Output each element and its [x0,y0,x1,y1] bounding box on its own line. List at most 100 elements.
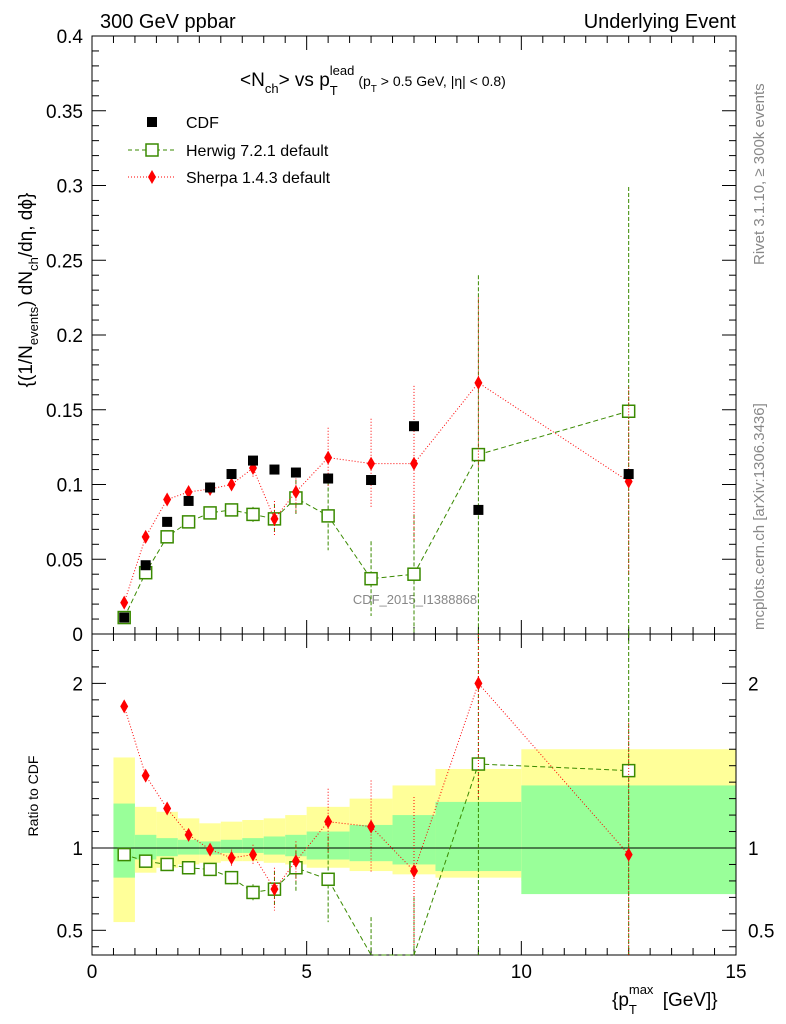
band-green [177,839,200,855]
ratio-uncertainty-bands [113,749,736,923]
ratio-herwig-point [224,870,239,885]
ratio-sherpa-point [141,768,150,783]
title-main: <N [240,70,265,91]
title-sub2: T [330,83,338,98]
title-cuts-sub: T [371,84,377,95]
band-green [435,801,522,872]
sherpa-point [120,595,129,610]
y-tick-label: 0.25 [46,251,83,272]
cdf-point [269,464,280,475]
legend-sherpa-label: Sherpa 1.4.3 default [186,170,331,187]
ratio-y-axis-label: Ratio to CDF [25,756,41,837]
title-mid: > vs p [279,70,330,91]
herwig-point [224,503,239,517]
herwig-point [364,571,378,586]
herwig-point [181,515,196,529]
ratio-sherpa-point [324,814,333,829]
cdf-point [162,516,173,527]
legend: CDF Herwig 7.2.1 default Sherpa 1.4.3 de… [128,115,331,187]
cdf-point [623,469,634,480]
sherpa-point [270,511,279,526]
cdf-point [473,504,484,515]
sherpa-point [227,477,236,492]
sherpa-point [474,375,483,390]
ratio-y-tick-label-right: 2 [748,674,759,695]
legend-herwig-marker [145,143,159,157]
x-tick-label: 0 [87,962,98,983]
plot-title: <Nch> vs pTlead(pT > 0.5 GeV, |η| < 0.8) [240,63,506,98]
header-right-label: Underlying Event [584,11,737,33]
band-green [156,838,178,857]
sherpa-point [141,529,150,544]
ratio-y-tick-label-right: 0.5 [748,921,774,942]
svg-text:{pTmax [GeV]}: {pTmax [GeV]} [612,982,718,1017]
cdf-point [366,475,377,486]
cdf-point [226,469,237,480]
ratio-herwig-point [203,862,217,877]
axis-ticks [91,35,737,955]
ratio-herwig-point [321,872,335,887]
x-tick-label: 15 [725,962,746,983]
cdf-point [140,560,151,571]
ratio-sherpa-point [163,801,172,816]
ratio-sherpa-line [123,682,630,891]
title-sup2: lead [330,63,355,78]
sherpa-point [367,456,376,471]
legend-cdf-marker [147,117,157,127]
herwig-point [321,509,335,523]
ratio-sherpa-point [410,864,418,879]
ratio-y-tick-label-left: 1 [72,839,83,860]
y-tick-label: 0.1 [57,476,83,497]
legend-herwig-label: Herwig 7.2.1 default [186,143,329,160]
title-sub1: ch [265,81,279,96]
ratio-herwig-point [621,763,636,778]
ratio-herwig-point [471,757,486,771]
ratio-herwig-point [160,857,174,872]
sherpa-point [324,450,333,465]
cdf-point [409,421,419,432]
ratio-sherpa-point [624,847,633,862]
ratio-sherpa-point [120,699,129,714]
main-y-axis-label: {(1/Nevents) dNch/dη, dϕ} [16,193,41,388]
ratio-herwig-point [181,861,196,875]
cdf-point [248,455,258,466]
cdf-point [205,482,216,493]
y-tick-label: 0.15 [46,401,83,422]
rivet-version-label: Rivet 3.1.10, ≥ 300k events [751,83,768,265]
ratio-herwig-line [124,763,629,956]
ratio-sherpa-point [206,842,215,857]
axis-tick-labels: 0 5 10 15 0 0.05 0.1 0.15 0.2 0.25 0.3 0.35 0.4 0.5 0.… [46,27,774,983]
herwig-point [407,567,421,581]
cdf-point [183,495,194,506]
ratio-y-tick-label-left: 0.5 [57,921,83,942]
cdf-point [119,612,130,623]
ratio-sherpa-point [184,827,193,842]
herwig-point [621,404,636,418]
ratio-sherpa-point [227,850,236,865]
svg-text:<Nch> vs pTlead(pT > 0.5 GeV,: <Nch> vs pTlead(pT > 0.5 GeV, |η| < 0.8) [240,63,506,98]
herwig-point [203,506,217,520]
ratio-sherpa-point [270,882,279,897]
ratio-herwig-point [117,847,131,862]
legend-sherpa-marker [148,170,156,184]
herwig-point [246,507,260,522]
band-green [113,803,135,878]
x-tick-label: 10 [511,962,532,983]
herwig-point [160,530,174,544]
mcplots-label: mcplots.cern.ch [arXiv:1306.3436] [751,403,768,630]
band-green [220,839,243,853]
sherpa-line [123,382,629,603]
ratio-herwig-point [246,885,260,900]
analysis-watermark: CDF_2015_I1388868 [353,592,477,607]
sherpa-point [163,492,172,507]
title-cuts: (p [358,73,371,89]
y-tick-label: 0 [72,625,83,646]
x-axis-label: {pTmax [GeV]} [612,982,718,1017]
band-green [263,836,286,855]
ratio-y-tick-label-right: 1 [748,839,759,860]
title-cuts-rest: > 0.5 GeV, |η| < 0.8) [377,73,506,89]
cdf-point [323,473,334,484]
y-tick-label: 0.4 [57,27,84,48]
y-tick-label: 0.2 [57,326,83,347]
